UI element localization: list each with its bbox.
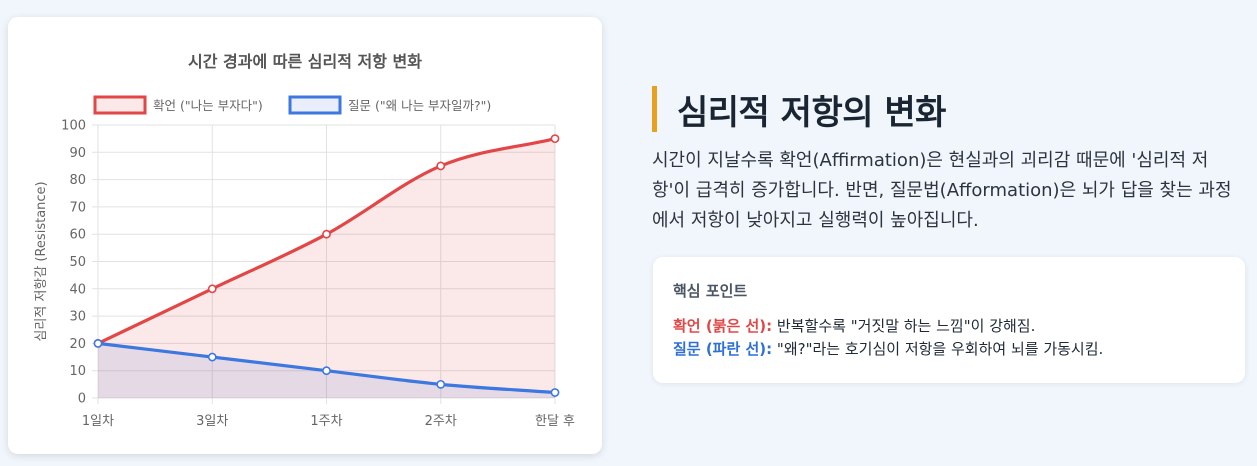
y-tick-label: 90: [69, 146, 86, 161]
key-point-affirmation-label: 확언 (붉은 선):: [673, 317, 773, 335]
key-point-question: 질문 (파란 선): "왜?"라는 호기심이 저항을 우회하여 뇌를 가동시킴.: [673, 338, 1225, 361]
y-tick-label: 60: [69, 228, 86, 243]
legend-swatch-1: [288, 95, 342, 115]
legend-swatch-0: [93, 95, 147, 115]
section-heading: 심리적 저항의 변화: [652, 86, 1245, 133]
x-tick-label: 1주차: [310, 414, 342, 429]
info-panel: 심리적 저항의 변화 시간이 지날수록 확언(Affirmation)은 현실과…: [652, 86, 1245, 383]
data-point-question: [322, 366, 331, 376]
chart-title: 시간 경과에 따른 심리적 저항 변화: [188, 52, 422, 71]
data-point-question: [207, 352, 217, 362]
key-point-affirmation: 확언 (붉은 선): 반복할수록 "거짓말 하는 느낌"이 강해짐.: [673, 315, 1225, 338]
legend-label-0: 확언 ("나는 부자다"): [153, 98, 263, 113]
data-point-affirmation: [322, 229, 331, 239]
key-point-affirmation-text: 반복할수록 "거짓말 하는 느낌"이 강해짐.: [772, 317, 1036, 335]
section-description: 시간이 지날수록 확언(Affirmation)은 현실과의 괴리감 때문에 '…: [652, 150, 1232, 231]
y-tick-label: 0: [78, 392, 86, 407]
data-point-affirmation: [550, 134, 560, 144]
y-tick-label: 40: [69, 282, 86, 297]
key-point-question-text: "왜?"라는 호기심이 저항을 우회하여 뇌를 가동시킴.: [772, 340, 1104, 358]
key-points-title: 핵심 포인트: [673, 282, 748, 300]
data-point-affirmation: [207, 284, 217, 294]
y-tick-label: 50: [69, 255, 86, 270]
data-point-question: [436, 379, 446, 389]
x-tick-label: 1일차: [82, 414, 114, 429]
data-point-question: [550, 388, 560, 397]
y-axis-label: 심리적 저항감 (Resistance): [34, 181, 49, 341]
y-tick-label: 10: [69, 364, 86, 379]
key-point-question-label: 질문 (파란 선):: [673, 340, 773, 358]
y-tick-label: 20: [69, 337, 86, 352]
x-tick-label: 2주차: [425, 414, 457, 429]
series-area-affirmation: [98, 138, 555, 398]
legend-label-1: 질문 ("왜 나는 부자일까?"): [348, 98, 491, 113]
y-tick-label: 80: [69, 173, 86, 188]
key-points-card: 핵심 포인트 확언 (붉은 선): 반복할수록 "거짓말 하는 느낌"이 강해짐…: [653, 257, 1245, 383]
y-tick-label: 100: [61, 119, 86, 134]
data-point-question: [93, 338, 103, 348]
x-tick-label: 3일차: [196, 414, 228, 429]
y-tick-label: 30: [69, 310, 86, 325]
x-tick-label: 한달 후: [535, 414, 575, 429]
data-point-affirmation: [436, 161, 446, 171]
y-tick-label: 70: [69, 200, 86, 215]
